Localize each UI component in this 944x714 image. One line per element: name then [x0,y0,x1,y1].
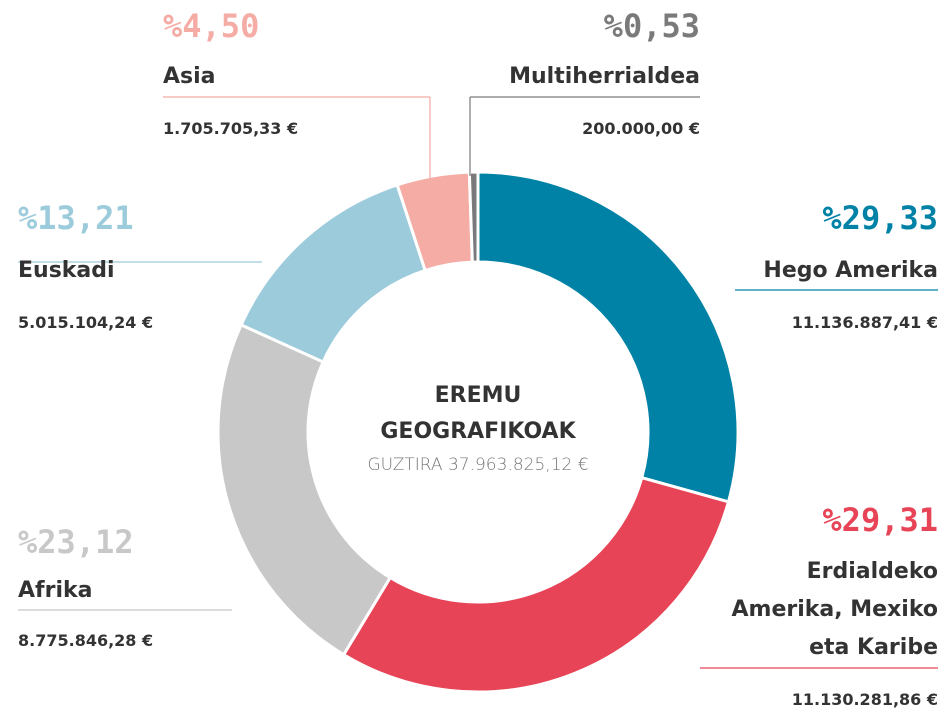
amount-label: 1.705.705,33 € [163,119,299,138]
donut-segment [216,322,393,657]
percent-label: %0,53 [603,7,700,45]
percent-label: %13,21 [18,199,134,237]
category-label: Multiherrialdea [509,64,700,89]
category-label: Euskadi [18,258,115,283]
amount-label: 11.130.281,86 € [791,690,938,709]
donut-segment [341,475,731,694]
category-label: Erdialdeko Amerika, Mexiko eta Karibe [731,559,938,660]
donut-segment [467,170,480,264]
amount-label: 5.015.104,24 € [18,313,154,332]
percent-label: %29,33 [822,199,938,237]
amount-label: 200.000,00 € [582,119,700,138]
donut-segment [476,170,740,504]
chart-subtitle: GUZTIRA 37.963.825,12 € [367,455,589,475]
amount-label: 11.136.887,41 € [791,313,938,332]
percent-label: %23,12 [18,523,134,561]
chart-title: EREMU GEOGRAFIKOAK [380,383,576,444]
category-label: Asia [163,64,216,89]
percent-label: %4,50 [163,7,260,45]
category-label: Afrika [18,578,93,603]
center-label: EREMU GEOGRAFIKOAK GUZTIRA 37.963.825,12… [318,378,638,480]
amount-label: 8.775.846,28 € [18,631,154,650]
category-label: Hego Amerika [763,258,938,283]
percent-label: %29,31 [822,501,938,539]
